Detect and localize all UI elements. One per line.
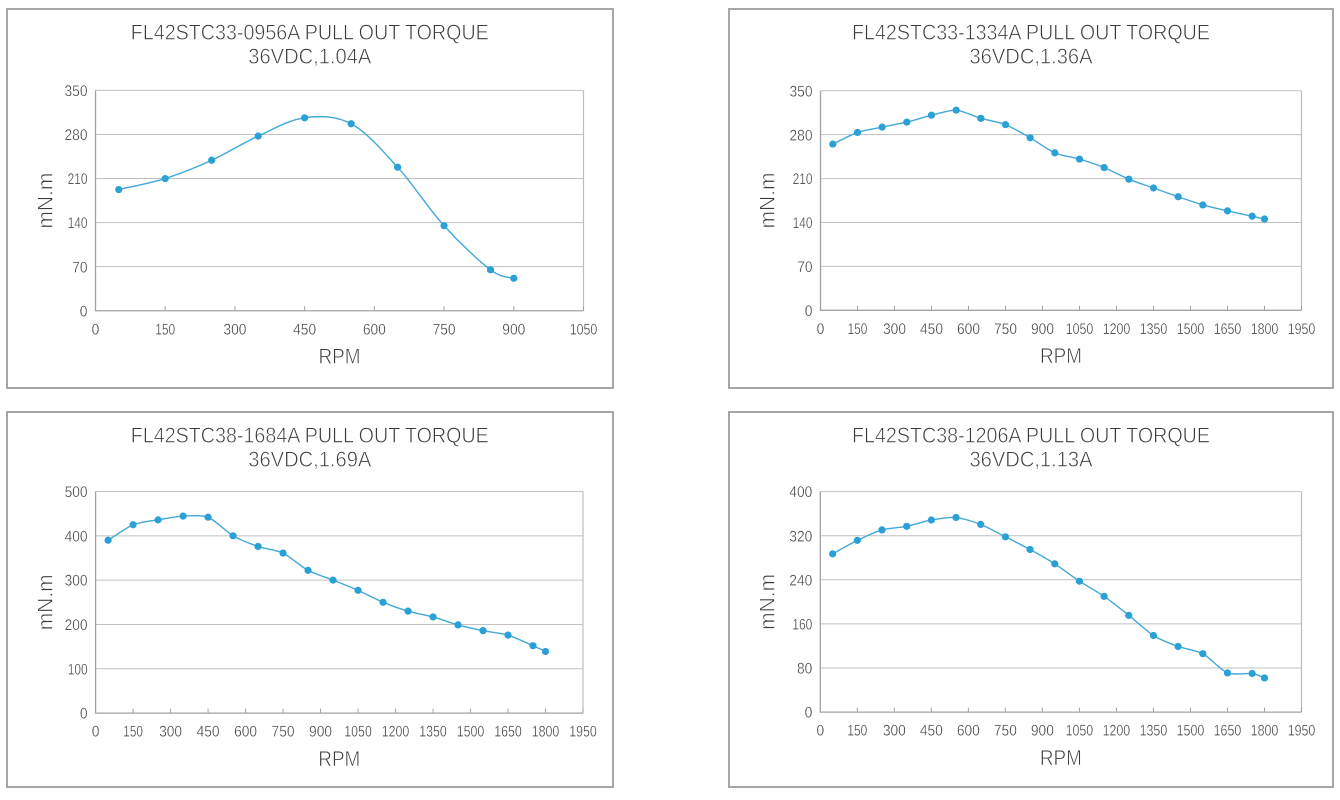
svg-text:500: 500 xyxy=(65,484,88,501)
svg-text:mN.m: mN.m xyxy=(755,173,779,229)
svg-text:150: 150 xyxy=(847,321,867,338)
svg-text:1200: 1200 xyxy=(1102,722,1130,739)
svg-text:mN.m: mN.m xyxy=(755,573,779,629)
svg-text:1950: 1950 xyxy=(1287,722,1315,739)
svg-text:450: 450 xyxy=(920,321,943,338)
svg-text:1800: 1800 xyxy=(1250,722,1278,739)
svg-text:750: 750 xyxy=(994,321,1017,338)
svg-text:100: 100 xyxy=(68,661,88,678)
svg-text:140: 140 xyxy=(68,215,88,232)
svg-text:0: 0 xyxy=(92,321,100,338)
svg-text:1350: 1350 xyxy=(1139,722,1167,739)
svg-text:1650: 1650 xyxy=(1213,321,1241,338)
svg-text:36VDC,1.36A: 36VDC,1.36A xyxy=(969,45,1093,69)
svg-text:1050: 1050 xyxy=(1065,321,1093,338)
svg-text:900: 900 xyxy=(502,321,525,338)
svg-text:600: 600 xyxy=(957,321,980,338)
svg-text:600: 600 xyxy=(363,321,386,338)
svg-text:160: 160 xyxy=(792,616,812,633)
svg-text:FL42STC38-1684A PULL OUT TORQU: FL42STC38-1684A PULL OUT TORQUE xyxy=(131,423,489,447)
svg-text:0: 0 xyxy=(804,704,812,721)
svg-text:RPM: RPM xyxy=(1040,344,1082,368)
svg-text:300: 300 xyxy=(159,723,182,740)
svg-text:300: 300 xyxy=(65,572,88,589)
svg-text:200: 200 xyxy=(65,617,88,634)
svg-text:mN.m: mN.m xyxy=(33,173,57,229)
svg-text:1350: 1350 xyxy=(419,723,447,740)
svg-text:1650: 1650 xyxy=(494,723,522,740)
svg-text:1200: 1200 xyxy=(1102,321,1130,338)
svg-text:750: 750 xyxy=(993,722,1016,739)
svg-text:1950: 1950 xyxy=(569,723,597,740)
svg-text:0: 0 xyxy=(816,722,824,739)
svg-text:FL42STC33-0956A PULL OUT TORQU: FL42STC33-0956A PULL OUT TORQUE xyxy=(131,21,489,45)
svg-text:1200: 1200 xyxy=(382,723,410,740)
svg-text:70: 70 xyxy=(72,259,87,276)
svg-text:mN.m: mN.m xyxy=(33,574,57,630)
svg-text:36VDC,1.13A: 36VDC,1.13A xyxy=(969,447,1093,471)
svg-text:36VDC,1.69A: 36VDC,1.69A xyxy=(248,447,372,471)
svg-text:320: 320 xyxy=(789,528,812,545)
svg-text:210: 210 xyxy=(792,171,812,188)
svg-text:0: 0 xyxy=(80,705,88,722)
svg-text:150: 150 xyxy=(155,321,175,338)
svg-text:600: 600 xyxy=(956,722,979,739)
svg-text:450: 450 xyxy=(919,722,942,739)
svg-text:450: 450 xyxy=(197,723,220,740)
svg-text:300: 300 xyxy=(223,321,246,338)
svg-text:450: 450 xyxy=(293,321,316,338)
svg-text:900: 900 xyxy=(1030,722,1053,739)
svg-text:RPM: RPM xyxy=(1039,746,1081,770)
svg-text:300: 300 xyxy=(882,722,905,739)
svg-text:1800: 1800 xyxy=(1250,321,1278,338)
svg-text:280: 280 xyxy=(789,127,812,144)
svg-text:1050: 1050 xyxy=(570,321,598,338)
svg-text:1500: 1500 xyxy=(1176,722,1204,739)
svg-text:210: 210 xyxy=(68,171,88,188)
svg-text:1050: 1050 xyxy=(344,723,372,740)
svg-text:150: 150 xyxy=(847,722,867,739)
svg-text:80: 80 xyxy=(797,660,812,677)
svg-text:350: 350 xyxy=(65,83,88,100)
svg-text:300: 300 xyxy=(883,321,906,338)
svg-text:600: 600 xyxy=(234,723,257,740)
svg-text:240: 240 xyxy=(789,572,812,589)
svg-text:1950: 1950 xyxy=(1287,321,1315,338)
svg-text:FL42STC38-1206A PULL OUT TORQU: FL42STC38-1206A PULL OUT TORQUE xyxy=(852,423,1210,447)
svg-text:1050: 1050 xyxy=(1065,722,1093,739)
svg-text:400: 400 xyxy=(789,484,812,501)
svg-text:0: 0 xyxy=(92,723,100,740)
svg-text:1800: 1800 xyxy=(532,723,560,740)
svg-text:0: 0 xyxy=(816,321,824,338)
svg-text:0: 0 xyxy=(804,303,812,320)
svg-text:1650: 1650 xyxy=(1213,722,1241,739)
svg-text:70: 70 xyxy=(797,259,812,276)
svg-text:RPM: RPM xyxy=(318,747,360,771)
svg-text:150: 150 xyxy=(123,723,143,740)
svg-text:280: 280 xyxy=(65,127,88,144)
svg-text:1500: 1500 xyxy=(1176,321,1204,338)
svg-text:900: 900 xyxy=(1031,321,1054,338)
svg-text:RPM: RPM xyxy=(319,345,361,369)
svg-text:400: 400 xyxy=(65,528,88,545)
svg-text:FL42STC33-1334A PULL OUT TORQU: FL42STC33-1334A PULL OUT TORQUE xyxy=(852,21,1210,45)
svg-text:900: 900 xyxy=(309,723,332,740)
svg-text:140: 140 xyxy=(792,215,812,232)
svg-text:36VDC,1.04A: 36VDC,1.04A xyxy=(248,45,372,69)
svg-text:1500: 1500 xyxy=(457,723,485,740)
svg-text:350: 350 xyxy=(789,83,812,100)
svg-text:750: 750 xyxy=(272,723,295,740)
svg-text:750: 750 xyxy=(433,321,456,338)
svg-text:0: 0 xyxy=(80,303,88,320)
svg-text:1350: 1350 xyxy=(1139,321,1167,338)
